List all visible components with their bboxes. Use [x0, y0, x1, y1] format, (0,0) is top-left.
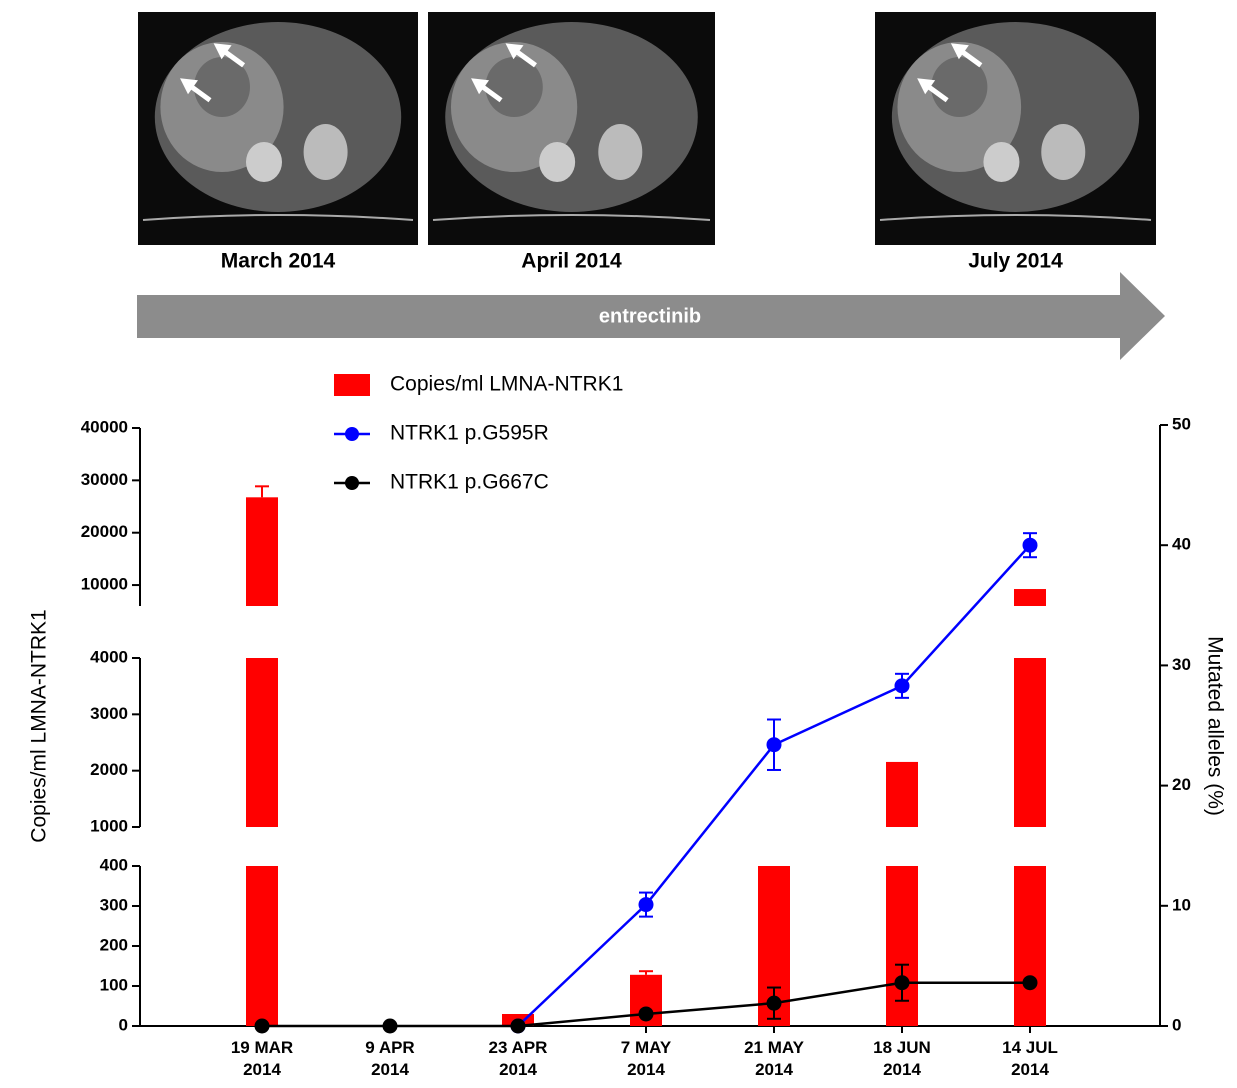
y-tick-label: 20000 — [81, 522, 128, 541]
y2-tick-label: 20 — [1172, 775, 1191, 794]
y-tick-label: 1000 — [90, 816, 128, 835]
legend-label: Copies/ml LMNA-NTRK1 — [390, 373, 623, 396]
legend-label: NTRK1 p.G595R — [390, 422, 549, 445]
series-point — [638, 1006, 654, 1022]
series-point — [1022, 537, 1038, 553]
series-point — [1022, 975, 1038, 991]
y-tick-label: 30000 — [81, 470, 128, 489]
y-tick-label: 2000 — [90, 760, 128, 779]
y2-tick-label: 10 — [1172, 895, 1191, 914]
series-point — [894, 975, 910, 991]
x-tick-label: 18 JUN 2014 — [873, 1038, 931, 1079]
ct-spine — [539, 142, 576, 182]
y-tick-label: 4000 — [90, 647, 128, 666]
ct-arrow-head — [180, 78, 198, 95]
treatment-arrow — [137, 272, 1165, 360]
ct-table — [879, 214, 1152, 221]
ct-lesion — [931, 57, 988, 117]
y-tick-label: 10000 — [81, 575, 128, 594]
series-point — [638, 897, 654, 913]
x-tick-label: 7 MAY 2014 — [620, 1038, 672, 1079]
y2-tick-label: 0 — [1172, 1015, 1181, 1034]
y-tick-label: 40000 — [81, 417, 128, 436]
series-point — [766, 995, 782, 1011]
y2-tick-label: 30 — [1172, 655, 1191, 674]
y2-axis-title: Mutated alleles (%) — [1203, 636, 1226, 816]
ct-arrow-head — [471, 78, 490, 95]
x-tick-label: 9 APR 2014 — [365, 1038, 415, 1079]
x-tick-label: 19 MAR 2014 — [230, 1038, 294, 1079]
bar — [1014, 658, 1046, 827]
bar — [1014, 866, 1046, 1026]
legend-label: NTRK1 p.G667C — [390, 471, 549, 494]
ct-lesion — [194, 57, 250, 117]
image-caption: July 2014 — [968, 250, 1063, 273]
y2-tick-label: 50 — [1172, 414, 1191, 433]
treatment-label: entrectinib — [599, 305, 701, 327]
ct-spine — [246, 142, 282, 182]
bar — [886, 761, 918, 827]
bar — [886, 866, 918, 1026]
y-tick-label: 400 — [100, 855, 128, 874]
bar — [246, 658, 278, 827]
y-tick-label: 200 — [100, 935, 128, 954]
series-point — [382, 1018, 398, 1034]
y2-tick-label: 40 — [1172, 535, 1191, 554]
x-tick-label: 14 JUL 2014 — [1002, 1038, 1058, 1079]
legend-swatch — [334, 374, 370, 396]
ct-arrow-head — [917, 78, 936, 95]
image-caption: March 2014 — [221, 250, 336, 273]
ct-spine — [983, 142, 1020, 182]
bar — [246, 866, 278, 1026]
y-tick-label: 300 — [100, 895, 128, 914]
legend-dot — [345, 427, 359, 441]
series-point — [510, 1018, 526, 1034]
ct-kidney — [303, 124, 348, 180]
bar — [1014, 589, 1046, 606]
x-tick-label: 21 MAY 2014 — [744, 1038, 804, 1079]
ct-arrow-head — [505, 43, 524, 60]
series-point — [766, 737, 782, 753]
y-tick-label: 100 — [100, 975, 128, 994]
y-tick-label: 0 — [119, 1015, 128, 1034]
y-axis-title: Copies/ml LMNA-NTRK1 — [28, 609, 51, 842]
ct-table — [142, 214, 414, 221]
x-tick-label: 23 APR 2014 — [488, 1038, 548, 1079]
image-caption: April 2014 — [521, 250, 622, 273]
bar — [246, 497, 278, 606]
ct-kidney — [598, 124, 643, 180]
ct-arrow-head — [950, 43, 969, 60]
y-tick-label: 3000 — [90, 704, 128, 723]
series-point — [894, 678, 910, 694]
legend-dot — [345, 476, 359, 490]
ct-kidney — [1041, 124, 1086, 180]
series-point — [254, 1018, 270, 1034]
ct-table — [432, 214, 711, 221]
ct-arrow-head — [213, 43, 232, 60]
